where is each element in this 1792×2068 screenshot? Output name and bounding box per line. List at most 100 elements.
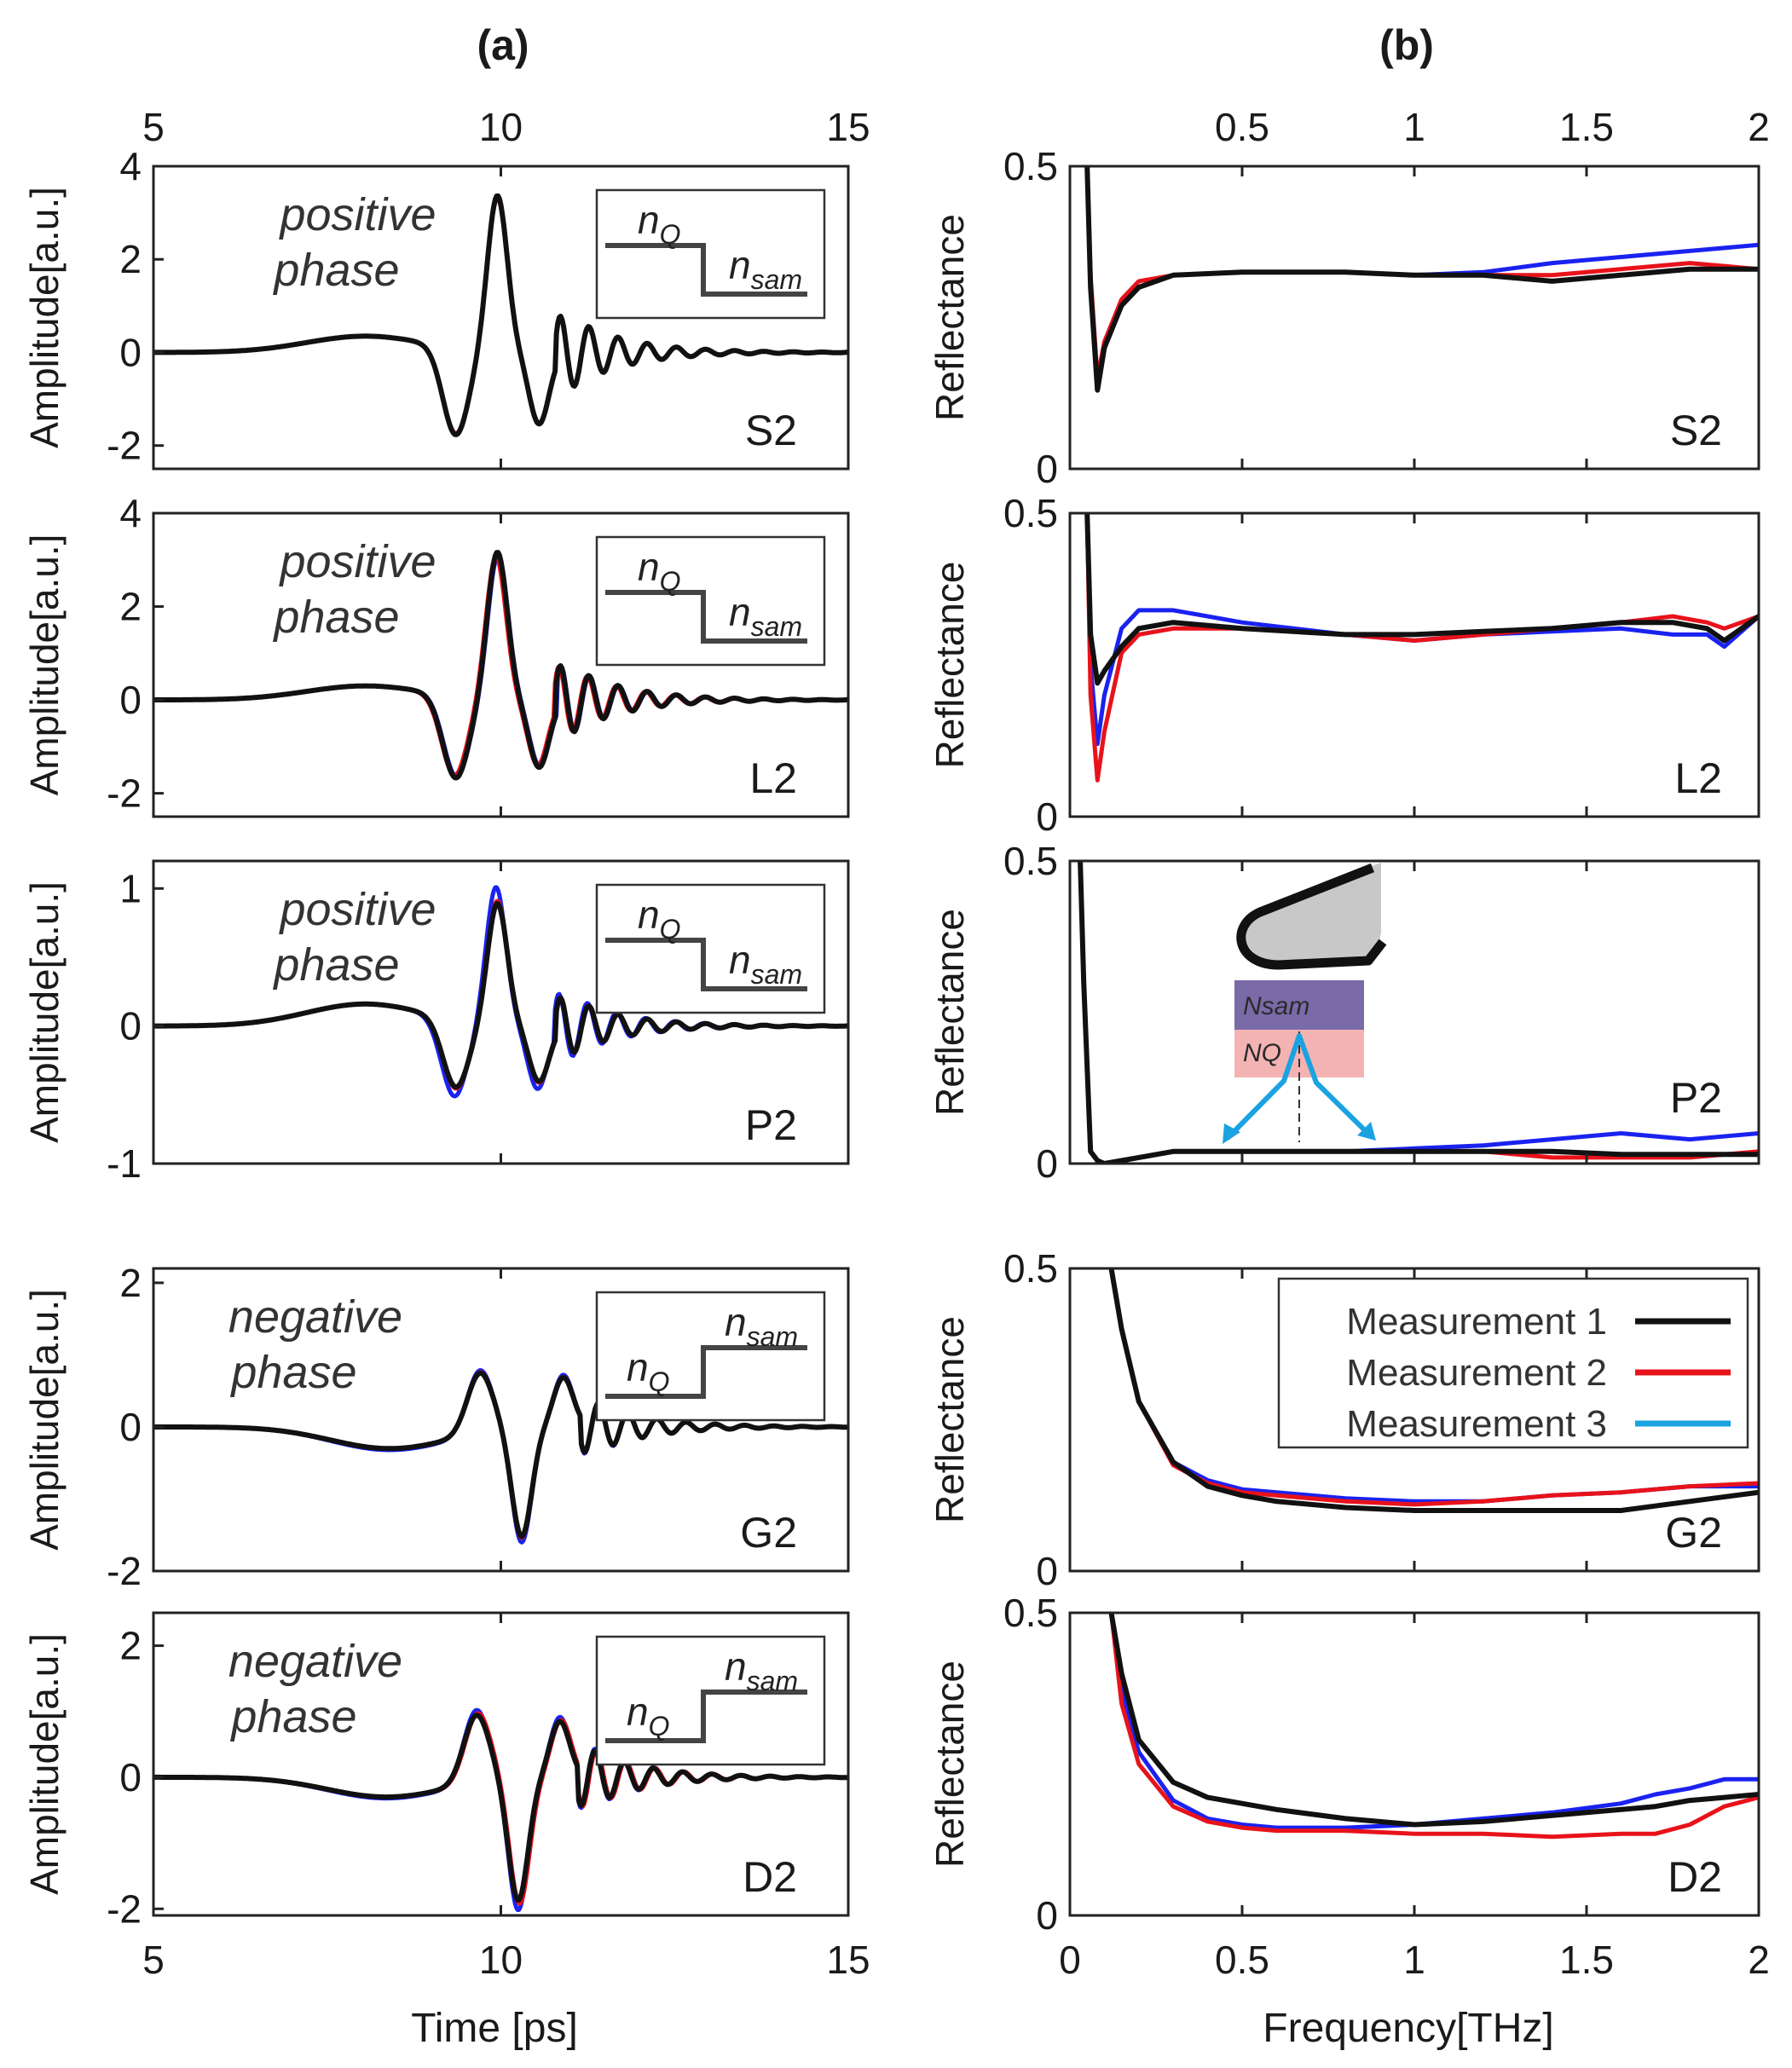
y-tick-label: 2 [119,1261,142,1305]
top-x-tick-label: 0.5 [1215,105,1269,149]
reflectance-trace-l2-m2 [1084,513,1759,783]
bottom-x-tick-label: 0 [1059,1938,1081,1982]
y-tick-label: 0 [119,1755,142,1799]
sample-label-s2: S2 [1670,407,1722,454]
y-tick-label: 4 [119,144,142,188]
legend-entry-m1: Measurement 1 [1346,1301,1607,1343]
reflectance-subplot-l2: 0 0.5 Reflectance L2 [928,491,1760,839]
phase-label-line1: negative [228,1291,402,1343]
panel-a-label: (a) [477,21,529,69]
reflectance-axis-label: Reflectance [928,1661,972,1868]
y-tick-label: 0 [1036,447,1058,491]
legend-entry-m2: Measurement 2 [1346,1352,1607,1394]
interface-inset [595,535,826,667]
beam-arrow-in [1223,1124,1240,1144]
reflectance-trace-p2-m2 [1078,861,1759,1164]
probe-outline [1236,863,1387,970]
phase-label-line1: positive [278,884,436,935]
sample-label-d2: D2 [743,1853,797,1901]
sample-label-l2: L2 [1674,754,1722,802]
y-tick-label: 0 [1036,1141,1058,1186]
time-trace-d2-m1 [153,1713,848,1903]
legend-box [1277,1277,1749,1449]
panel-b-reflectance: 00.5ReflectanceS200.5ReflectanceL200.5Re… [928,105,1770,1982]
phase-label-line2: phase [229,1347,356,1398]
top-x-tick-label: 15 [826,105,870,149]
amplitude-axis-label: Amplitude[a.u.] [22,534,66,796]
y-tick-label: 0 [119,330,142,374]
bottom-x-tick-label: 10 [479,1938,523,1982]
y-tick-label: -2 [107,1886,142,1931]
bottom-x-tick-label: 2 [1748,1938,1770,1982]
y-tick-label: 2 [119,585,142,629]
amplitude-axis-label: Amplitude[a.u.] [22,1289,66,1551]
y-tick-label: -1 [107,1141,142,1186]
reflectance-axis-label: Reflectance [928,214,972,421]
measurement-geometry-illustration: Nsam NQ [1223,863,1387,1144]
legend-entry-m3: Measurement 3 [1346,1403,1607,1445]
reflectance-subplot-d2: 0 0.5 Reflectance D2 [928,1591,1760,1938]
reflectance-subplot-p2: 0 0.5 Reflectance P2 Nsam NQ [928,839,1760,1186]
legend: Measurement 1 Measurement 2 Measurement 3 [1277,1277,1749,1449]
panel-b-label: (b) [1379,21,1434,69]
sample-label-p2: P2 [745,1101,797,1149]
reflectance-trace-l2-m1 [1084,513,1759,686]
sample-label-s2: S2 [745,407,797,454]
time-axis-label: Time [ps] [411,2006,578,2051]
bottom-x-tick-label: 1.5 [1559,1938,1614,1982]
sample-label-g2: G2 [1665,1509,1722,1557]
y-tick-label: 4 [119,491,142,535]
y-tick-label: 0.5 [1003,1591,1058,1635]
time-trace-p2-m1 [153,901,848,1090]
sample-label-p2: P2 [1670,1074,1722,1122]
beam-path [1225,1033,1371,1141]
panel-a-time-domain: -2 0 2 4 Amplitude[a.u.] positive phase S2 nQ nsa… [22,105,870,1982]
n-sam-label: nsam [729,243,802,295]
phase-label-line1: positive [278,189,436,240]
time-trace-s2-m1 [153,193,848,437]
reflectance-axes-frame [1068,859,1760,1165]
y-tick-label: 2 [119,1624,142,1668]
y-tick-label: -2 [107,771,142,816]
time-trace-g2-m1 [153,1370,848,1539]
phase-label-line2: phase [229,1691,356,1742]
y-tick-label: 0 [119,1004,142,1048]
reflectance-trace-g2-m1 [1108,1268,1759,1513]
y-tick-label: 2 [119,237,142,281]
frequency-axis-label: Frequency[THz] [1263,2006,1553,2051]
y-tick-label: 0 [1036,1549,1058,1593]
reflectance-trace-d2-m2 [1109,1613,1759,1840]
n-q-label: nQ [627,1345,669,1397]
top-x-tick-label: 10 [479,105,523,149]
reflectance-axes-frame [1068,165,1760,471]
y-tick-label: -2 [107,424,142,468]
top-x-tick-label: 2 [1748,105,1770,149]
top-x-tick-label: 1 [1403,105,1425,149]
interface-step [605,1345,807,1399]
reflectance-trace-d2-m3 [1109,1613,1759,1830]
top-x-tick-label: 5 [142,105,165,149]
y-tick-label: 1 [119,866,142,910]
y-tick-label: 0 [119,678,142,722]
phase-label-line1: positive [278,536,436,587]
reflectance-axis-label: Reflectance [928,1316,972,1523]
time-trace-l2-m1 [153,550,848,781]
n-q-layer-label: NQ [1243,1039,1281,1067]
y-tick-label: 0 [1036,1893,1058,1938]
sample-label-l2: L2 [749,754,797,802]
y-tick-label: 0.5 [1003,1246,1058,1291]
bottom-x-tick-label: 5 [142,1938,165,1982]
reflectance-trace-p2-m1 [1078,861,1759,1164]
n-sam-label: nsam [725,1300,798,1352]
y-tick-label: 0 [119,1405,142,1449]
n-sam-layer [1234,980,1364,1030]
amplitude-axis-label: Amplitude[a.u.] [22,187,66,448]
reflectance-axes-frame [1068,1611,1760,1917]
bottom-x-tick-label: 15 [826,1938,870,1982]
sample-label-d2: D2 [1668,1853,1722,1901]
